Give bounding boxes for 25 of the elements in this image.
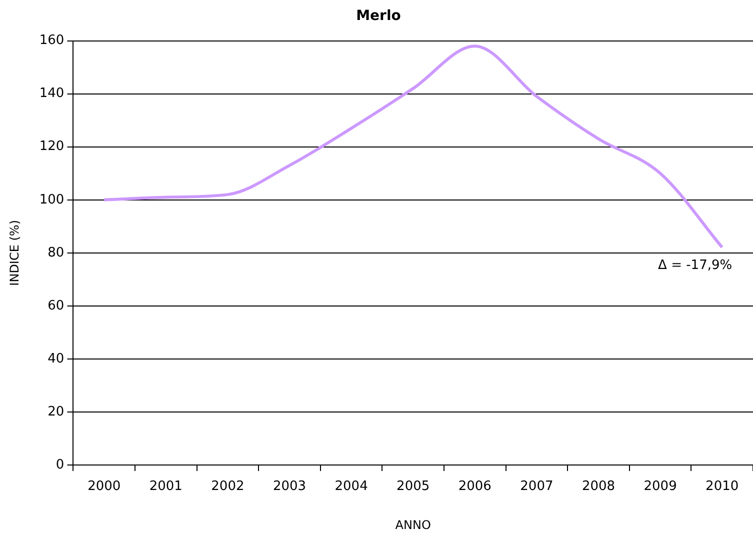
x-tick-label: 2006 <box>458 479 492 494</box>
y-tick-label: 0 <box>56 457 64 472</box>
y-tick-label: 160 <box>39 33 64 48</box>
x-tick-label: 2010 <box>706 479 739 494</box>
x-tick-label: 2008 <box>582 479 616 494</box>
y-axis-title: INDICE (%) <box>7 220 22 286</box>
x-tick-label: 2003 <box>272 479 306 494</box>
x-tick-label: 2000 <box>88 479 121 494</box>
y-tick-label: 120 <box>39 139 64 154</box>
y-tick-label: 140 <box>39 86 64 102</box>
annotation: Δ = -17,9% <box>658 258 732 274</box>
y-tick-label: 100 <box>39 192 64 208</box>
line-series <box>102 44 724 249</box>
chart-title: Merlo <box>356 8 402 24</box>
x-tick-label: 2002 <box>211 479 244 494</box>
x-tick-label: 2001 <box>149 479 182 494</box>
y-tick-label: 80 <box>48 245 64 260</box>
y-tick-label: 20 <box>48 404 64 420</box>
y-tick-label: 40 <box>48 351 64 366</box>
x-tick-label: 2009 <box>644 479 677 494</box>
x-tick-label: 2004 <box>334 479 368 494</box>
y-tick-label: 60 <box>48 298 64 314</box>
x-tick-label: 2007 <box>520 479 554 494</box>
x-tick-label: 2005 <box>396 479 430 494</box>
x-axis-title: ANNO <box>395 518 431 532</box>
